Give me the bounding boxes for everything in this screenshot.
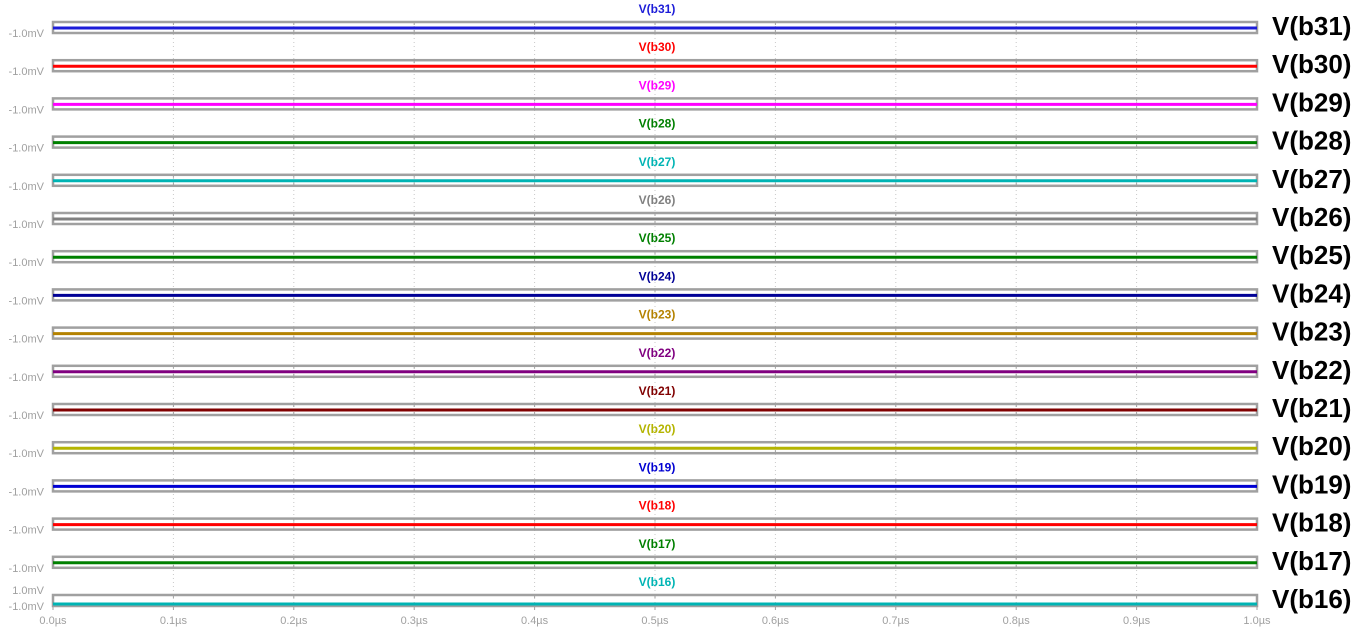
y-tick-label: -1.0mV	[9, 219, 45, 231]
x-tick-label: 0.0µs	[39, 615, 67, 627]
trace-title: V(b16)	[639, 575, 676, 589]
trace-title: V(b31)	[639, 2, 676, 16]
trace-panel-vb18: V(b18) -1.0mV V(b18)	[9, 499, 1352, 538]
signal-label: V(b19)	[1272, 469, 1351, 499]
x-tick-label: 1.0µs	[1243, 615, 1271, 627]
trace-title: V(b21)	[639, 384, 676, 398]
trace-panel-vb31: V(b31) -1.0mV V(b31)	[9, 2, 1352, 41]
signal-label: V(b21)	[1272, 393, 1351, 423]
trace-panel-vb20: V(b20) -1.0mV V(b20)	[9, 422, 1352, 461]
x-tick-label: 0.5µs	[641, 615, 669, 627]
y-tick-label: -1.0mV	[9, 181, 45, 193]
trace-title: V(b25)	[639, 231, 676, 245]
x-tick-label: 0.9µs	[1123, 615, 1151, 627]
y-tick-label: -1.0mV	[9, 410, 45, 422]
y-tick-label: -1.0mV	[9, 563, 45, 575]
signal-label: V(b26)	[1272, 202, 1351, 232]
signal-label: V(b29)	[1272, 87, 1351, 117]
trace-title: V(b19)	[639, 460, 676, 474]
trace-panel-vb24: V(b24) -1.0mV V(b24)	[9, 269, 1352, 308]
x-tick-label: 0.3µs	[401, 615, 429, 627]
signal-label: V(b22)	[1272, 355, 1351, 385]
x-tick-label: 0.6µs	[762, 615, 790, 627]
y-tick-label: -1.0mV	[9, 28, 45, 40]
x-tick-label: 0.2µs	[280, 615, 308, 627]
y-tick-label: -1.0mV	[9, 66, 45, 78]
trace-title: V(b18)	[639, 499, 676, 513]
signal-label: V(b28)	[1272, 126, 1351, 156]
y-tick-label: -1.0mV	[9, 601, 45, 613]
trace-panel-vb28: V(b28) -1.0mV V(b28)	[9, 117, 1352, 156]
signal-label: V(b18)	[1272, 508, 1351, 538]
time-grid	[172, 22, 1138, 606]
y-tick-label: -1.0mV	[9, 104, 45, 116]
trace-panel-vb21: V(b21) -1.0mV V(b21)	[9, 384, 1352, 423]
trace-panels: V(b31)-1.0mV V(b31)V(b30)-1.0mV V(b30)V(b2…	[9, 2, 1352, 614]
y-tick-label: -1.0mV	[9, 448, 45, 460]
trace-panel-vb16: V(b16) 1.0mV -1.0mV V(b16)	[9, 575, 1352, 614]
trace-panel-vb25: V(b25) -1.0mV V(b25)	[9, 231, 1352, 270]
trace-panel-vb22: V(b22) -1.0mV V(b22)	[9, 346, 1352, 385]
signal-label: V(b25)	[1272, 240, 1351, 270]
trace-title: V(b22)	[639, 346, 676, 360]
x-tick-label: 0.8µs	[1003, 615, 1031, 627]
signal-label: V(b16)	[1272, 584, 1351, 614]
trace-title: V(b17)	[639, 537, 676, 551]
signal-label: V(b20)	[1272, 431, 1351, 461]
x-tick-label: 0.1µs	[160, 615, 188, 627]
y-tick-label: -1.0mV	[9, 257, 45, 269]
trace-title: V(b26)	[639, 193, 676, 207]
signal-label: V(b23)	[1272, 317, 1351, 347]
trace-panel-vb26: V(b26) -1.0mV V(b26)	[9, 193, 1352, 232]
x-tick-label: 0.7µs	[882, 615, 910, 627]
trace-title: V(b29)	[639, 78, 676, 92]
signal-label: V(b31)	[1272, 11, 1351, 41]
trace-title: V(b20)	[639, 422, 676, 436]
trace-title: V(b27)	[639, 155, 676, 169]
trace-title: V(b24)	[639, 269, 676, 283]
signal-label: V(b17)	[1272, 546, 1351, 576]
time-axis: 0.0µs 0.1µs 0.2µs 0.3µs 0.4µs 0.5µs 0.6µs 0.7µs…	[39, 606, 1271, 627]
trace-title: V(b30)	[639, 40, 676, 54]
trace-panel-vb29: V(b29) -1.0mV V(b29)	[9, 78, 1352, 117]
signal-label: V(b27)	[1272, 164, 1351, 194]
y-tick-label: -1.0mV	[9, 334, 45, 346]
y-tick-label: -1.0mV	[9, 295, 45, 307]
y-tick-label: -1.0mV	[9, 486, 45, 498]
trace-panel-vb30: V(b30) -1.0mV V(b30)	[9, 40, 1352, 79]
y-tick-label: -1.0mV	[9, 372, 45, 384]
trace-title: V(b23)	[639, 308, 676, 322]
y-tick-label: 1.0mV	[12, 585, 44, 597]
x-tick-label: 0.4µs	[521, 615, 549, 627]
signal-label: V(b24)	[1272, 278, 1351, 308]
trace-panel-vb19: V(b19) -1.0mV V(b19)	[9, 460, 1352, 499]
y-tick-label: -1.0mV	[9, 143, 45, 155]
trace-panel-vb17: V(b17) -1.0mV V(b17)	[9, 537, 1352, 576]
trace-panel-vb27: V(b27) -1.0mV V(b27)	[9, 155, 1352, 194]
signal-label: V(b30)	[1272, 49, 1351, 79]
trace-panel-vb23: V(b23) -1.0mV V(b23)	[9, 308, 1352, 347]
y-tick-label: -1.0mV	[9, 525, 45, 537]
trace-title: V(b28)	[639, 117, 676, 131]
